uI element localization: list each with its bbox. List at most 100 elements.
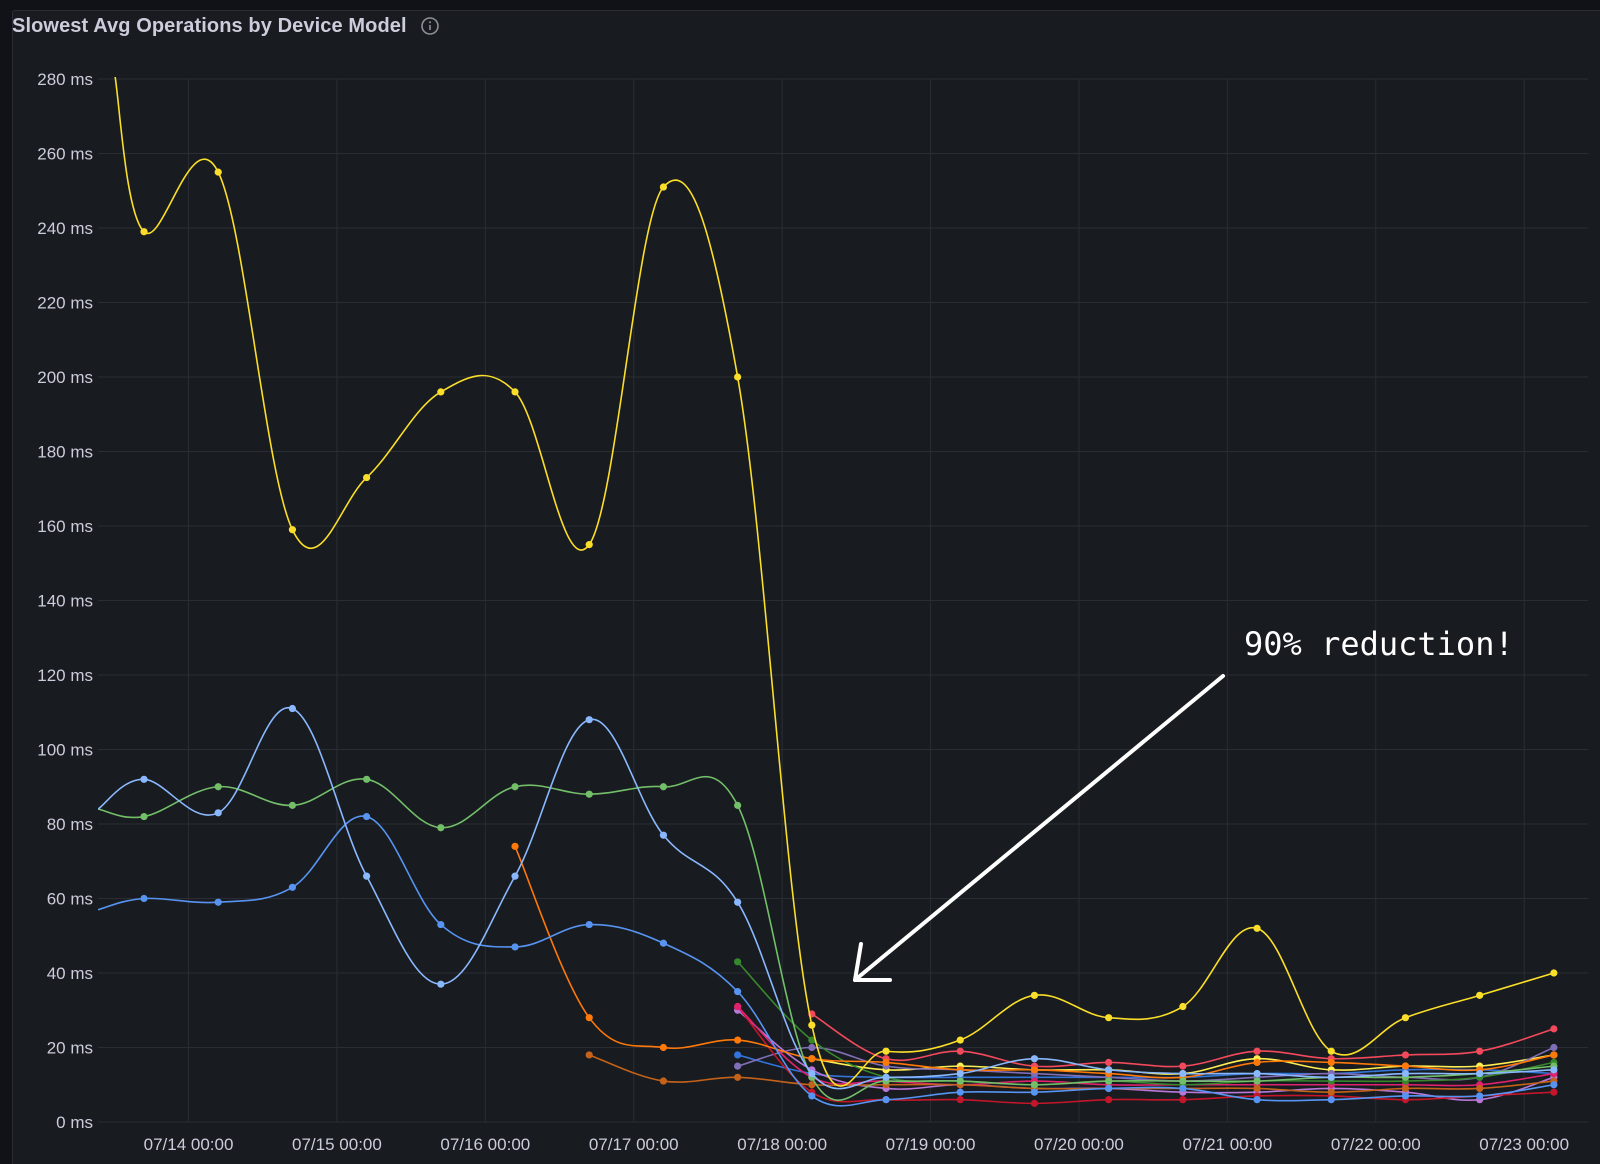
data-point[interactable] (659, 783, 668, 791)
data-point[interactable] (1327, 1088, 1335, 1096)
data-point[interactable] (808, 1036, 816, 1044)
data-point[interactable] (140, 228, 148, 236)
data-point[interactable] (511, 842, 519, 850)
data-point[interactable] (734, 988, 742, 996)
data-point[interactable] (214, 809, 222, 817)
data-point[interactable] (956, 1047, 964, 1055)
data-point[interactable] (1253, 1069, 1261, 1078)
data-point[interactable] (140, 812, 148, 821)
data-point[interactable] (734, 1051, 742, 1059)
data-point[interactable] (363, 473, 371, 482)
data-point[interactable] (734, 373, 742, 381)
data-point[interactable] (288, 801, 297, 809)
data-point[interactable] (734, 801, 742, 809)
data-point[interactable] (1179, 1096, 1187, 1104)
data-point[interactable] (1179, 1062, 1187, 1070)
data-point[interactable] (437, 920, 445, 929)
data-point[interactable] (734, 958, 742, 966)
data-point[interactable] (1253, 1047, 1261, 1055)
data-point[interactable] (808, 1081, 816, 1089)
data-point[interactable] (585, 716, 593, 724)
data-point[interactable] (808, 1092, 816, 1100)
data-point[interactable] (808, 1021, 816, 1029)
data-point[interactable] (1401, 1014, 1410, 1022)
data-point[interactable] (140, 894, 148, 903)
data-point[interactable] (1550, 1088, 1558, 1096)
data-point[interactable] (288, 526, 297, 534)
data-point[interactable] (140, 775, 148, 783)
data-point[interactable] (585, 541, 593, 549)
data-point[interactable] (511, 872, 519, 880)
data-point[interactable] (437, 980, 445, 988)
data-point[interactable] (585, 920, 593, 929)
data-point[interactable] (1179, 1069, 1187, 1078)
data-point[interactable] (1030, 1055, 1039, 1063)
data-point[interactable] (1253, 924, 1261, 932)
data-point[interactable] (1327, 1073, 1335, 1081)
data-point[interactable] (585, 790, 593, 798)
data-point[interactable] (659, 831, 668, 839)
data-point[interactable] (1030, 1088, 1039, 1096)
data-point[interactable] (1476, 1092, 1484, 1100)
data-point[interactable] (1550, 1043, 1558, 1052)
data-point[interactable] (1105, 1066, 1113, 1074)
data-point[interactable] (956, 1036, 964, 1044)
data-point[interactable] (659, 939, 668, 947)
data-point[interactable] (956, 1096, 964, 1104)
data-point[interactable] (363, 872, 371, 880)
data-point[interactable] (1401, 1092, 1410, 1100)
data-point[interactable] (363, 775, 371, 783)
data-point[interactable] (585, 1051, 593, 1059)
data-point[interactable] (1550, 969, 1558, 977)
data-point[interactable] (808, 1043, 816, 1052)
data-point[interactable] (734, 1073, 742, 1081)
data-point[interactable] (437, 388, 445, 396)
data-point[interactable] (1105, 1077, 1113, 1085)
data-point[interactable] (659, 183, 668, 191)
data-point[interactable] (1179, 1084, 1187, 1093)
data-point[interactable] (1105, 1084, 1113, 1093)
data-point[interactable] (956, 1069, 964, 1078)
data-point[interactable] (882, 1047, 890, 1055)
data-point[interactable] (214, 898, 222, 906)
data-point[interactable] (808, 1069, 816, 1078)
data-point[interactable] (956, 1077, 964, 1085)
data-point[interactable] (1476, 1084, 1484, 1093)
data-point[interactable] (1105, 1058, 1113, 1066)
data-point[interactable] (1327, 1047, 1335, 1055)
data-point[interactable] (1550, 1081, 1558, 1089)
data-point[interactable] (808, 1055, 816, 1063)
info-circle-icon[interactable] (419, 15, 441, 37)
data-point[interactable] (1476, 1069, 1484, 1078)
data-point[interactable] (288, 883, 297, 891)
data-point[interactable] (1179, 1002, 1187, 1011)
data-point[interactable] (288, 704, 297, 713)
data-point[interactable] (956, 1088, 964, 1096)
data-point[interactable] (1550, 1051, 1558, 1059)
data-point[interactable] (659, 1077, 668, 1085)
data-point[interactable] (734, 1062, 742, 1070)
data-point[interactable] (1401, 1062, 1410, 1070)
data-point[interactable] (214, 168, 222, 176)
data-point[interactable] (1401, 1084, 1410, 1093)
data-point[interactable] (1327, 1058, 1335, 1066)
data-point[interactable] (1401, 1069, 1410, 1078)
data-point[interactable] (1105, 1096, 1113, 1104)
data-point[interactable] (882, 1073, 890, 1081)
data-point[interactable] (1030, 1081, 1039, 1089)
data-point[interactable] (1550, 1025, 1558, 1033)
data-point[interactable] (1253, 1058, 1261, 1066)
data-point[interactable] (511, 388, 519, 396)
data-point[interactable] (437, 824, 445, 832)
data-point[interactable] (1030, 991, 1039, 999)
data-point[interactable] (1105, 1014, 1113, 1022)
data-point[interactable] (1401, 1051, 1410, 1059)
data-point[interactable] (1179, 1077, 1187, 1085)
data-point[interactable] (1253, 1096, 1261, 1104)
data-point[interactable] (585, 1014, 593, 1022)
data-point[interactable] (882, 1058, 890, 1066)
data-point[interactable] (1476, 1047, 1484, 1055)
data-point[interactable] (1476, 991, 1484, 999)
data-point[interactable] (734, 1036, 742, 1044)
data-point[interactable] (363, 812, 371, 821)
